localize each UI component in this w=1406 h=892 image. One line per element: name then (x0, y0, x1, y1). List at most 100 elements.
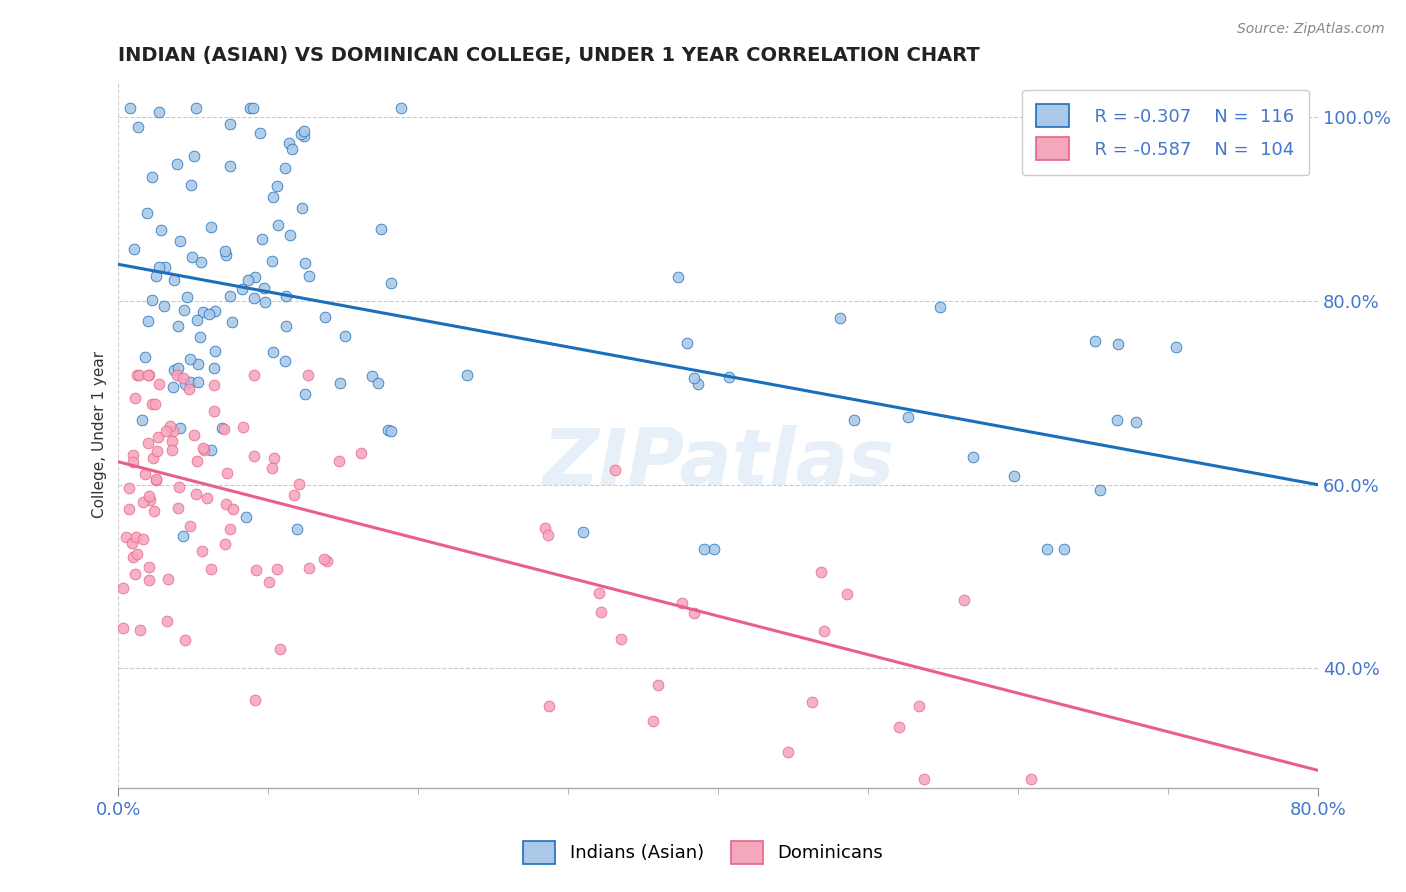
Point (127, 547, 149, 561)
Point (162, 424, 184, 438)
Point (188, 330, 211, 344)
Point (149, 222, 172, 236)
Point (260, 461, 283, 475)
Point (389, 101, 412, 115)
Point (537, 698, 560, 713)
Point (456, 368, 478, 382)
Point (292, 128, 315, 143)
Point (1053, 542, 1076, 557)
Point (169, 234, 191, 248)
Point (218, 522, 240, 536)
Point (778, 745, 800, 759)
Point (162, 379, 184, 393)
Point (278, 227, 301, 242)
Point (315, 554, 337, 568)
Point (212, 421, 235, 435)
Point (121, 536, 143, 550)
Point (262, 189, 284, 203)
Point (167, 360, 190, 375)
Point (274, 161, 297, 175)
Point (179, 375, 201, 389)
Point (297, 368, 319, 382)
Point (124, 391, 146, 405)
Point (166, 501, 188, 516)
Point (121, 550, 143, 565)
Point (204, 303, 226, 318)
Point (211, 421, 233, 435)
Point (1021, 772, 1043, 786)
Point (124, 567, 146, 582)
Point (588, 585, 610, 599)
Point (666, 270, 689, 285)
Point (179, 352, 201, 367)
Point (702, 542, 724, 557)
Point (136, 314, 159, 328)
Point (184, 101, 207, 115)
Point (174, 377, 197, 392)
Point (156, 572, 179, 586)
Point (200, 220, 222, 235)
Point (250, 232, 273, 246)
Point (159, 419, 181, 434)
Legend:   R = -0.307    N =  116,   R = -0.587    N =  104: R = -0.307 N = 116, R = -0.587 N = 104 (1022, 90, 1309, 175)
Point (671, 596, 693, 610)
Point (155, 425, 177, 439)
Point (610, 632, 633, 647)
Point (231, 282, 253, 296)
Point (377, 423, 399, 437)
Point (291, 201, 314, 215)
Point (243, 368, 266, 382)
Point (219, 159, 242, 173)
Point (647, 678, 669, 692)
Point (190, 255, 212, 269)
Point (172, 371, 194, 385)
Text: Source: ZipAtlas.com: Source: ZipAtlas.com (1237, 22, 1385, 37)
Point (1088, 483, 1111, 498)
Point (314, 552, 336, 566)
Point (281, 142, 304, 156)
Point (138, 489, 160, 503)
Point (187, 375, 209, 389)
Point (148, 260, 170, 275)
Point (148, 376, 170, 391)
Point (191, 305, 214, 319)
Point (176, 290, 198, 304)
Point (145, 474, 167, 488)
Point (253, 281, 276, 295)
Point (186, 312, 208, 326)
Point (117, 502, 139, 516)
Point (172, 529, 194, 543)
Point (842, 412, 865, 426)
Point (129, 623, 152, 637)
Point (117, 482, 139, 496)
Point (145, 472, 167, 486)
Point (173, 303, 195, 318)
Point (245, 563, 267, 577)
Point (183, 149, 205, 163)
Point (198, 307, 221, 321)
Point (153, 299, 176, 313)
Point (683, 606, 706, 620)
Point (589, 605, 612, 619)
Point (235, 510, 257, 524)
Point (131, 413, 153, 427)
Point (266, 562, 288, 576)
Point (242, 449, 264, 463)
Point (298, 269, 321, 284)
Point (810, 565, 832, 579)
Point (141, 169, 163, 184)
Point (249, 126, 271, 140)
Point (257, 574, 280, 589)
Point (283, 488, 305, 502)
Point (277, 136, 299, 150)
Point (267, 218, 290, 232)
Point (148, 104, 170, 119)
Point (202, 403, 225, 417)
Point (243, 292, 266, 306)
Point (314, 310, 336, 324)
Point (183, 427, 205, 442)
Point (263, 451, 285, 466)
Point (128, 368, 150, 382)
Point (380, 424, 402, 438)
Point (122, 242, 145, 256)
